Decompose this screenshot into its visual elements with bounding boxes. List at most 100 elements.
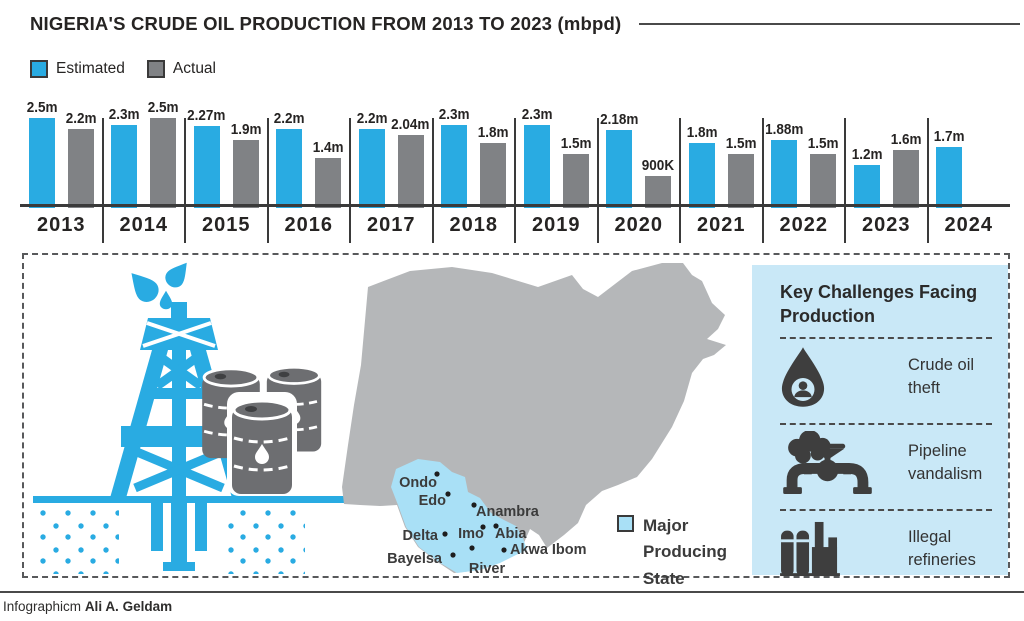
challenge-label: Illegal refineries xyxy=(908,528,976,569)
bar-group-2015: 2.27m 1.9m 2015 xyxy=(185,95,269,243)
estimated-bar xyxy=(28,118,55,208)
key-challenges-list: Crude oil theft Pipeline vandalism Illegal… xyxy=(780,336,996,587)
estimated-bar xyxy=(276,128,303,208)
bar-value-label: 1.5m xyxy=(725,135,757,152)
state-label-river: River xyxy=(469,561,506,577)
estimated-bar xyxy=(853,164,880,208)
year-label: 2016 xyxy=(284,214,333,236)
actual-bar xyxy=(727,154,754,208)
derrick-braces xyxy=(142,321,216,348)
key-challenges-title: Key Challenges Facing Production xyxy=(780,282,978,327)
bar-group-2014: 2.3m 2.5m 2014 xyxy=(103,95,186,243)
bar-value-label: 1.5m xyxy=(807,135,839,152)
state-dot-anambra xyxy=(471,502,477,508)
map-legend: Major Producing State xyxy=(617,513,743,592)
bar-group-2021: 1.8m 1.5m 2021 xyxy=(680,95,764,243)
year-label: 2015 xyxy=(202,214,251,236)
year-label: 2024 xyxy=(944,214,993,236)
year-label: 2022 xyxy=(779,214,828,236)
underground-dots xyxy=(39,508,119,574)
year-label: 2019 xyxy=(532,214,581,236)
state-label-anambra: Anambra xyxy=(476,504,540,520)
bar-value-label: 1.88m xyxy=(765,121,804,139)
bar-group-2018: 2.3m 1.8m 2018 xyxy=(433,95,516,243)
producing-states-region xyxy=(391,459,527,573)
bar-value-label: 1.4m xyxy=(312,138,344,156)
year-label: 2021 xyxy=(697,214,746,236)
key-challenges-panel: Key Challenges Facing Production Crude o… xyxy=(752,265,1008,575)
credit-prefix: Infographicm xyxy=(3,599,82,614)
crude-oil-theft-icon xyxy=(780,346,880,408)
state-dot-bayelsa xyxy=(450,552,456,558)
bar-group-2017: 2.2m 2.04m 2017 xyxy=(350,95,434,243)
estimated-bar xyxy=(193,126,220,208)
ground-and-well xyxy=(33,496,345,571)
chart-legend: Estimated Actual xyxy=(30,60,216,78)
underground-dots xyxy=(221,508,305,574)
challenge-label: Pipeline vandalism xyxy=(908,442,983,483)
bar-value-label: 2.2m xyxy=(273,109,305,127)
state-label-akwa-ibom: Akwa Ibom xyxy=(510,542,587,558)
state-dot-delta xyxy=(442,531,448,537)
bar-value-label: 2.27m xyxy=(187,107,226,125)
x-axis-line xyxy=(20,204,1010,207)
state-dot-abia xyxy=(493,523,499,529)
estimated-bar xyxy=(523,125,550,208)
state-label-ondo: Ondo xyxy=(399,475,437,491)
estimated-bar xyxy=(606,129,633,208)
challenge-item: Pipeline vandalism xyxy=(780,425,996,501)
actual-swatch xyxy=(146,60,165,78)
oil-splash-icon xyxy=(131,262,187,310)
group-divider xyxy=(184,118,186,243)
map-legend-label: Major Producing State xyxy=(643,516,728,588)
year-label: 2023 xyxy=(862,214,911,236)
bar-group-2020: 2.18m 900K 2020 xyxy=(598,95,681,243)
group-divider xyxy=(844,118,846,243)
footer-rule xyxy=(0,591,1024,593)
pipeline-vandalism-icon xyxy=(780,431,880,494)
challenge-item: Illegal refineries xyxy=(780,511,996,587)
actual-bar xyxy=(232,139,259,208)
bar-chart: 2.5m 2.2m 2013 2.3m 2.5m 2014 2.27m 1.9m 2015 2.2… xyxy=(20,95,1010,243)
actual-bar xyxy=(562,154,589,208)
group-divider xyxy=(266,118,269,243)
estimated-bar xyxy=(936,146,963,208)
state-dot-akwa-ibom xyxy=(501,547,507,553)
bar-value-label: 2.3m xyxy=(108,106,140,124)
challenges-separator xyxy=(780,336,992,339)
bar-group-2019: 2.3m 1.5m 2019 xyxy=(515,95,599,243)
bar-group-2013: 2.5m 2.2m 2013 xyxy=(20,95,104,243)
bar-value-label: 2.5m xyxy=(147,99,179,116)
state-label-edo: Edo xyxy=(419,493,447,509)
state-dot-edo xyxy=(445,491,451,497)
credit: Infographicm Ali A. Geldam xyxy=(3,599,172,614)
estimated-bar xyxy=(358,128,385,208)
actual-bar xyxy=(315,157,342,208)
year-label: 2020 xyxy=(614,214,663,236)
estimated-swatch xyxy=(30,60,48,78)
page-title: NIGERIA'S CRUDE OIL PRODUCTION FROM 2013… xyxy=(30,13,622,34)
actual-bar xyxy=(480,143,507,208)
bar-value-label: 1.7m xyxy=(933,127,965,145)
actual-bar xyxy=(810,154,837,208)
bar-group-2022: 1.88m 1.5m 2022 xyxy=(763,95,846,243)
actual-legend-label: Actual xyxy=(172,60,217,77)
bar-value-label: 2.2m xyxy=(65,109,97,127)
group-divider xyxy=(514,118,516,243)
bar-value-label: 1.2m xyxy=(851,145,883,163)
actual-bar xyxy=(67,128,94,208)
challenges-separator xyxy=(780,422,992,425)
producing-state-swatch xyxy=(617,515,634,532)
header: NIGERIA'S CRUDE OIL PRODUCTION FROM 2013… xyxy=(30,13,1020,35)
bar-group-2024: 1.7m 2024 xyxy=(928,95,1011,243)
bar-value-label: 1.8m xyxy=(477,124,509,142)
title-rule xyxy=(639,23,1020,25)
state-label-bayelsa: Bayelsa xyxy=(387,551,443,567)
bar-value-label: 900K xyxy=(642,156,675,174)
actual-bar xyxy=(645,175,672,208)
state-label-imo: Imo xyxy=(458,526,484,542)
state-label-abia: Abia xyxy=(495,526,527,542)
